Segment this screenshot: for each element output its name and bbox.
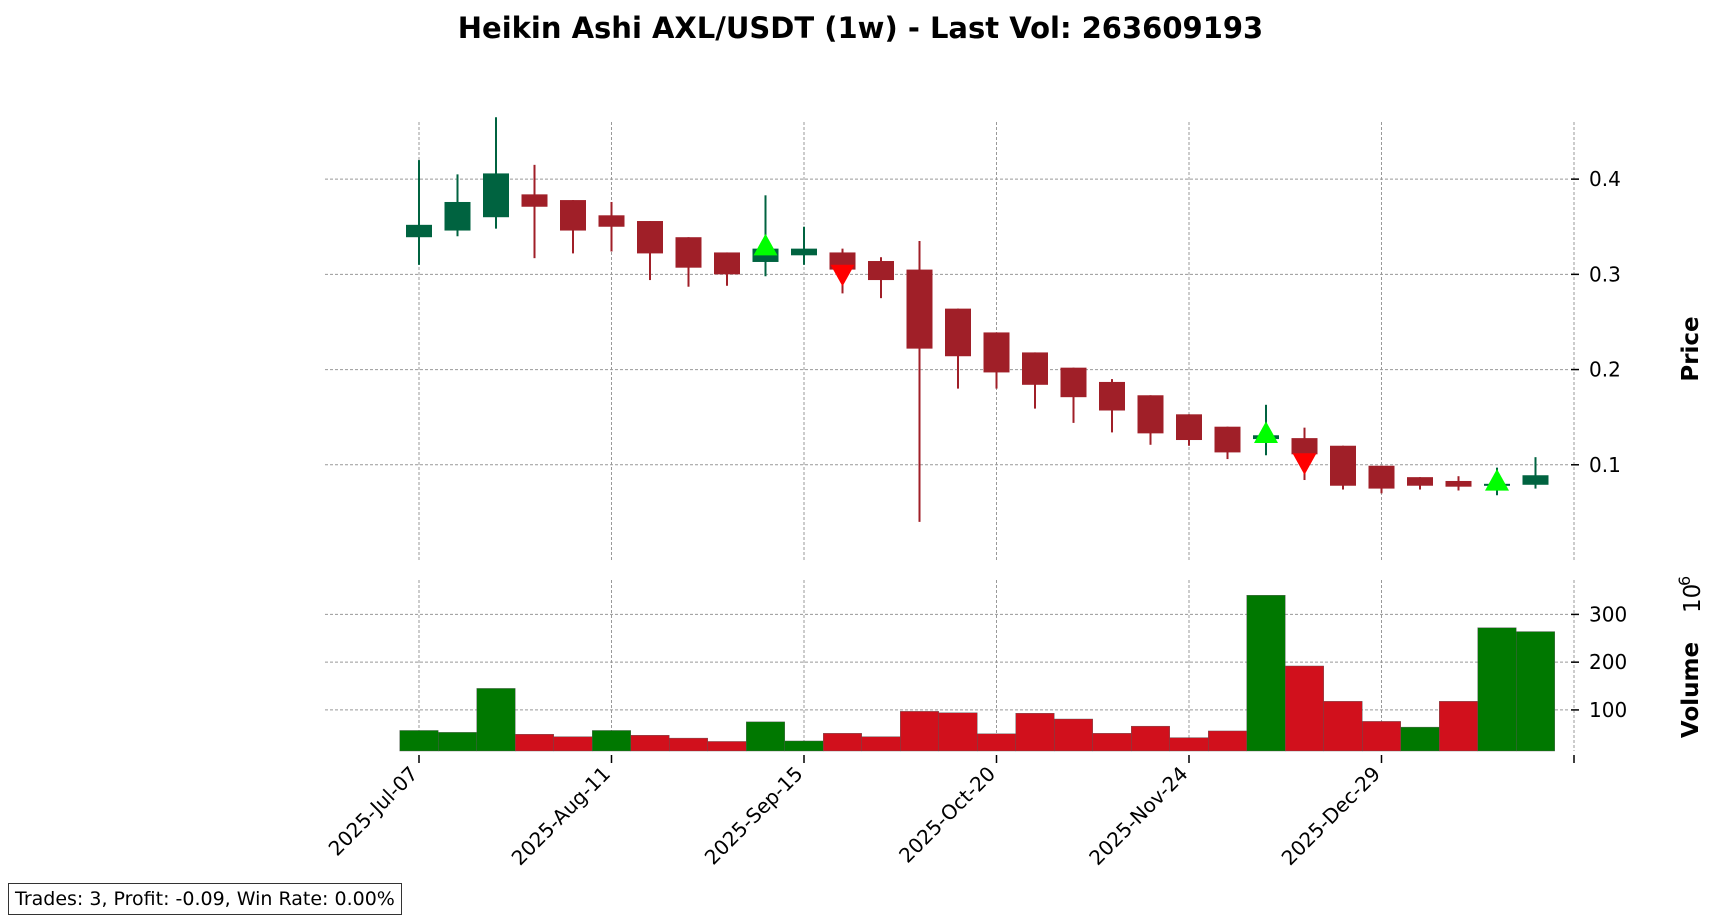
volume-bar (861, 736, 901, 752)
sell-marker (1292, 453, 1317, 475)
volume-tick-label: 100 (1589, 698, 1627, 722)
volume-bar (1092, 733, 1132, 752)
price-tick-label: 0.3 (1589, 262, 1621, 286)
volume-bar (1131, 725, 1170, 752)
volume-bar (1015, 713, 1055, 752)
candle-body (1099, 381, 1125, 411)
price-tick-label: 0.2 (1589, 358, 1621, 382)
volume-bar (1516, 631, 1555, 752)
candle-body (675, 237, 702, 268)
volume-bar (1285, 665, 1324, 752)
volume-bar (1246, 595, 1286, 752)
x-tick-label: 2025-Aug-11 (507, 762, 615, 870)
volume-bar (746, 721, 785, 752)
volume-bar (1054, 718, 1093, 752)
x-tick-label: 2025-Jul-07 (324, 762, 423, 861)
buy-marker (753, 233, 778, 256)
candle-body (945, 308, 971, 357)
candle-body (1176, 414, 1202, 441)
candle-body (1407, 477, 1433, 486)
candle-body (983, 332, 1010, 373)
volume-bar (707, 741, 747, 752)
volume-bar (1439, 701, 1478, 752)
candle-body (483, 173, 509, 218)
x-tick-label: 2025-Sep-15 (700, 762, 808, 870)
x-tick-label: 2025-Dec-29 (1277, 762, 1386, 871)
price-axis-label: Price (1678, 316, 1704, 381)
candle-body (637, 221, 663, 254)
trade-markers (753, 233, 1509, 491)
volume-bar (399, 730, 439, 752)
x-tick-label: 2025-Oct-20 (894, 762, 1000, 868)
volume-bars (399, 595, 1555, 752)
sell-marker (830, 264, 855, 287)
volume-bar (1477, 627, 1517, 752)
volume-scale-label: 10 6 (1675, 576, 1706, 613)
volume-axis-label: Volume (1678, 642, 1704, 738)
volume-tick-label: 200 (1589, 650, 1627, 674)
price-tick-label: 0.4 (1589, 167, 1621, 191)
volume-bar (900, 711, 939, 752)
candle-body (1330, 445, 1356, 486)
volume-bar (1208, 730, 1247, 752)
volume-bar (1323, 701, 1363, 752)
volume-bar (438, 732, 477, 752)
candle-body (1368, 465, 1395, 489)
candle-body (868, 261, 894, 281)
candle-body (1291, 438, 1318, 455)
candle-body (1214, 426, 1241, 453)
candle-body (1522, 475, 1549, 485)
volume-bar (977, 733, 1016, 752)
candle-body (791, 248, 817, 256)
volume-bar (784, 740, 824, 752)
volume-tick-label: 300 (1589, 602, 1627, 626)
candle-body (521, 194, 548, 207)
candle-body (560, 200, 586, 231)
volume-bar (1400, 726, 1440, 752)
candle-body (714, 252, 740, 275)
volume-bar (553, 736, 593, 752)
svg-text:6: 6 (1675, 576, 1694, 586)
volume-bar (823, 733, 862, 752)
volume-bar (592, 730, 631, 752)
price-tick-label: 0.1 (1589, 453, 1621, 477)
trade-stats-box: Trades: 3, Profit: -0.09, Win Rate: 0.00… (8, 883, 402, 915)
volume-bar (476, 688, 516, 752)
candle-body (598, 215, 625, 227)
candle-body (444, 201, 471, 231)
price-grid (325, 122, 1575, 560)
candle-body (1445, 480, 1472, 487)
volume-bar (938, 712, 978, 752)
candle-body (1060, 367, 1087, 398)
x-tick-label: 2025-Nov-24 (1084, 762, 1192, 870)
buy-marker (1254, 421, 1278, 443)
volume-bar (669, 737, 708, 752)
chart-title: Heikin Ashi AXL/USDT (1w) - Last Vol: 26… (458, 11, 1264, 45)
volume-bar (630, 735, 670, 752)
volume-bar (515, 734, 554, 752)
volume-bar (1362, 721, 1401, 752)
candle-body (906, 269, 933, 349)
candle-body (1022, 352, 1048, 385)
buy-marker (1485, 468, 1509, 491)
candles (406, 117, 1549, 522)
svg-text:10: 10 (1680, 584, 1706, 613)
candle-body (406, 224, 432, 238)
volume-bar (1169, 737, 1209, 752)
candle-body (1137, 395, 1164, 434)
axes: 0.1 0.2 0.3 0.4 100 200 300 2025-Jul-07 2025-Aug… (324, 167, 1628, 870)
